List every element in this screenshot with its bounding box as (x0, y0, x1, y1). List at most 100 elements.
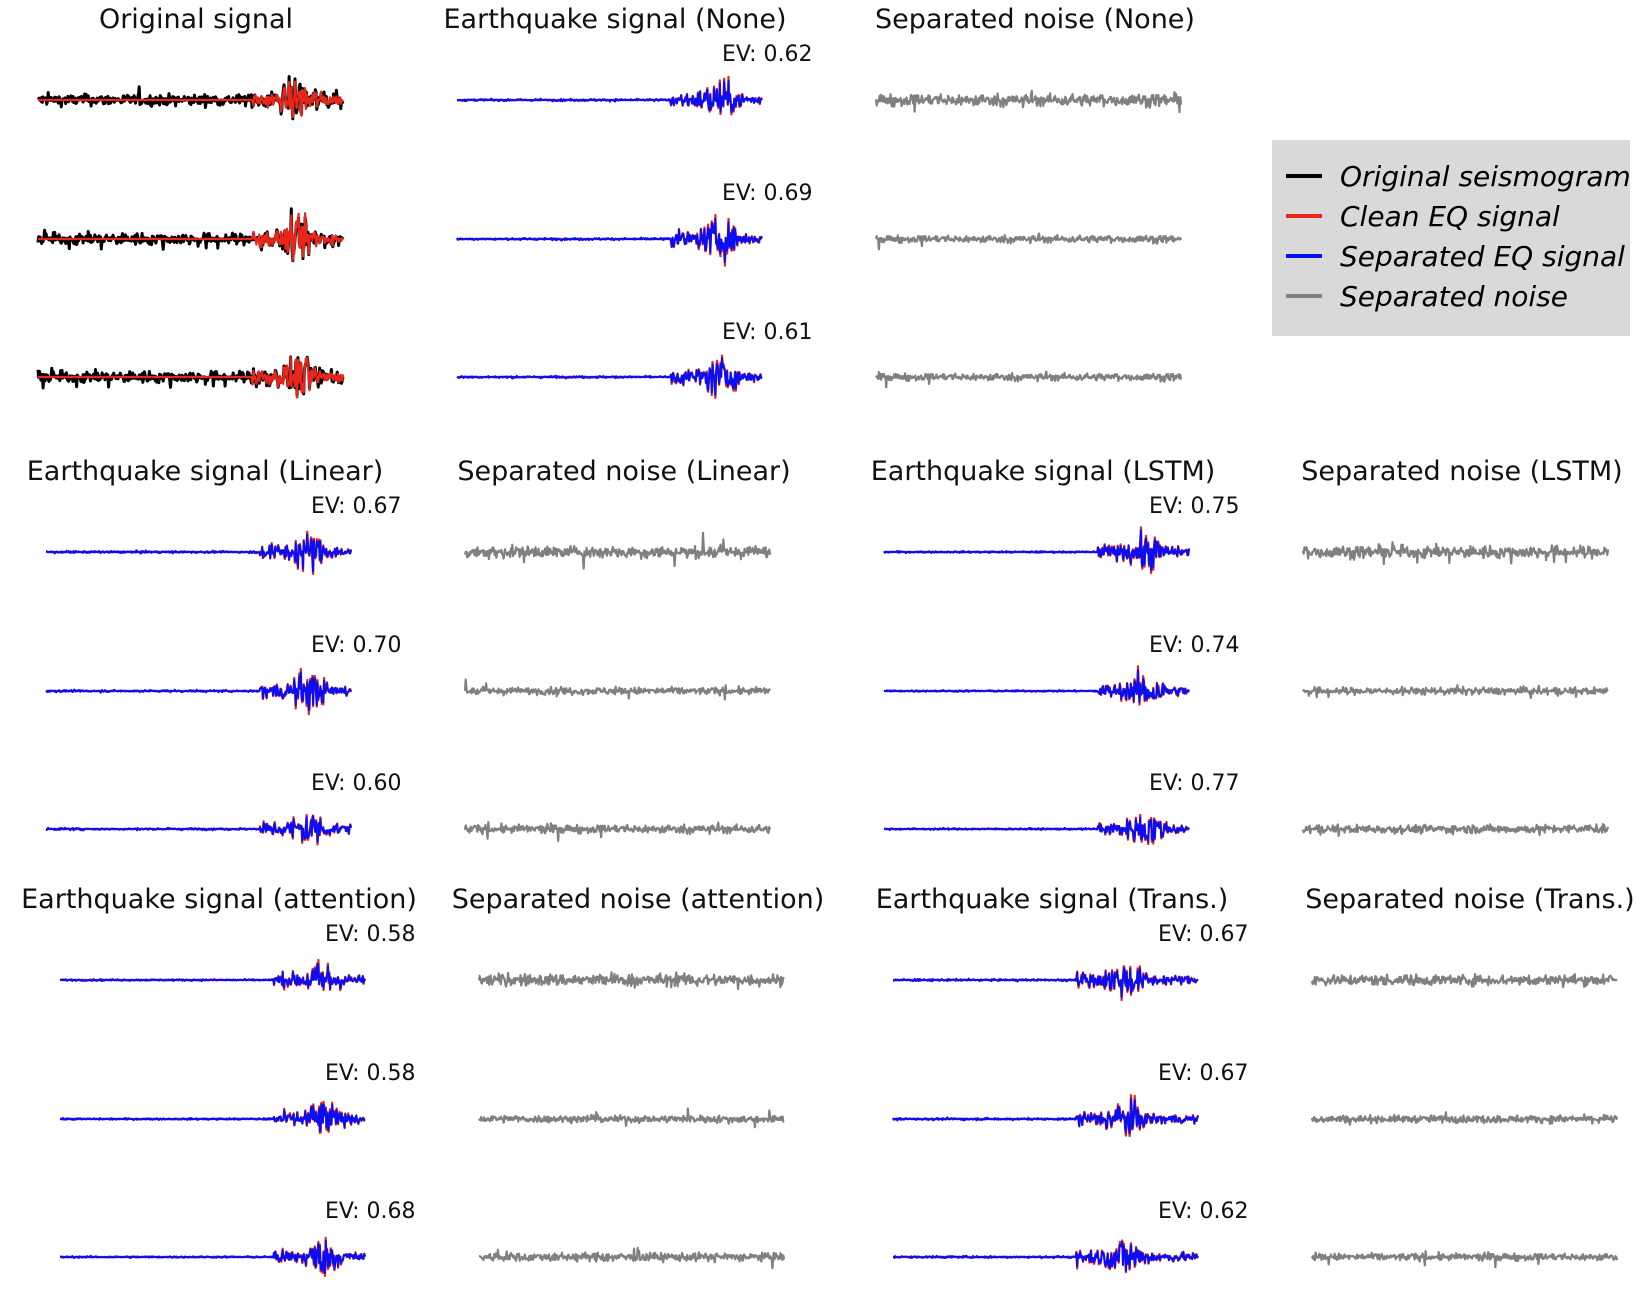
noise-trans-panel-2-noise-line (1310, 1111, 1619, 1126)
ev-label-attention-2: EV: 0.58 (325, 1061, 416, 1086)
original-panel-1-original-line (37, 75, 345, 121)
noise-none-panel-2-noise-line (874, 232, 1183, 251)
eq-none-panel-2 (456, 213, 763, 267)
ev-label-linear-3: EV: 0.60 (311, 771, 402, 796)
noise-none-panel-2 (874, 232, 1183, 251)
eq-lstm-panel-1-separated-line (883, 529, 1190, 571)
noise-attention-panel-3-noise-line (478, 1246, 786, 1270)
original-panel-3-clean-line (37, 355, 345, 399)
noise-attention-panel-2-noise-line (478, 1107, 785, 1129)
ev-label-attention-1: EV: 0.58 (325, 922, 416, 947)
noise-lstm-panel-1-noise-line (1301, 541, 1610, 566)
eq-lstm-panel-3-separated-line (883, 816, 1190, 843)
noise-none-panel-3 (875, 370, 1183, 389)
eq-none-panel-3 (456, 354, 763, 399)
eq-linear-panel-2-separated-line (45, 671, 352, 712)
legend-swatch-clean (1286, 214, 1322, 218)
noise-attention-panel-2 (478, 1107, 785, 1129)
eq-trans-panel-1-separated-line (892, 967, 1199, 998)
noise-trans-panel-3-noise-line (1310, 1250, 1619, 1269)
eq-attention-panel-2-separated-line (59, 1103, 366, 1133)
eq-attention-panel-1-separated-line (59, 962, 366, 990)
eq-lstm-panel-3 (883, 813, 1191, 846)
eq-linear-panel-3 (45, 813, 353, 846)
title-eq-trans: Earthquake signal (Trans.) (875, 884, 1229, 915)
noise-attention-panel-3 (478, 1246, 786, 1270)
legend-label-noise: Separated noise (1340, 279, 1568, 313)
eq-trans-panel-1 (892, 965, 1199, 1002)
legend-swatch-original (1286, 174, 1322, 178)
ev-label-trans-3: EV: 0.62 (1158, 1199, 1249, 1224)
ev-label-none-3: EV: 0.61 (722, 320, 813, 345)
original-panel-2-clean-line (37, 212, 344, 262)
ev-label-linear-2: EV: 0.70 (311, 633, 402, 658)
ev-label-none-1: EV: 0.62 (722, 42, 813, 67)
eq-trans-panel-2 (892, 1094, 1200, 1138)
ev-label-trans-1: EV: 0.67 (1158, 922, 1249, 947)
title-noise-none: Separated noise (None) (875, 4, 1195, 35)
eq-attention-panel-1 (59, 958, 367, 992)
noise-lstm-panel-3-noise-line (1301, 823, 1610, 837)
noise-linear-panel-1 (463, 531, 772, 570)
title-noise-linear: Separated noise (Linear) (457, 456, 791, 487)
original-panel-1-clean-line (37, 80, 344, 119)
legend-item-clean: Clean EQ signal (1286, 196, 1560, 236)
noise-lstm-panel-1 (1301, 541, 1610, 566)
legend-item-noise: Separated noise (1286, 276, 1568, 316)
ev-label-none-2: EV: 0.69 (722, 181, 813, 206)
eq-none-panel-2-separated-line (456, 217, 763, 263)
noise-linear-panel-2 (463, 678, 772, 701)
noise-trans-panel-1-noise-line (1310, 973, 1618, 989)
ev-label-trans-2: EV: 0.67 (1158, 1061, 1249, 1086)
title-original-signal: Original signal (98, 4, 294, 35)
original-panel-3 (36, 355, 345, 399)
eq-lstm-panel-2 (883, 665, 1191, 706)
eq-linear-panel-1-separated-line (45, 533, 352, 573)
legend-swatch-separated (1286, 254, 1322, 258)
title-noise-trans: Separated noise (Trans.) (1305, 884, 1635, 915)
eq-none-panel-1 (456, 75, 763, 116)
noise-none-panel-3-noise-line (875, 370, 1183, 389)
legend-item-separated: Separated EQ signal (1286, 236, 1625, 276)
noise-trans-panel-1 (1310, 973, 1618, 989)
eq-trans-panel-3 (892, 1239, 1199, 1274)
eq-linear-panel-3-separated-line (45, 815, 352, 843)
eq-lstm-panel-1 (883, 526, 1191, 575)
ev-label-lstm-1: EV: 0.75 (1149, 494, 1240, 519)
original-panel-2 (36, 207, 345, 263)
title-noise-lstm: Separated noise (LSTM) (1301, 456, 1623, 487)
eq-attention-panel-2 (59, 1100, 366, 1135)
ev-label-attention-3: EV: 0.68 (325, 1199, 416, 1224)
legend-label-clean: Clean EQ signal (1340, 199, 1560, 233)
eq-trans-panel-2-clean-line (892, 1094, 1200, 1138)
legend: Original seismogram Clean EQ signal Sepa… (1272, 140, 1631, 336)
eq-linear-panel-1 (45, 530, 353, 576)
noise-attention-panel-1 (477, 971, 785, 991)
noise-trans-panel-2 (1310, 1111, 1619, 1126)
legend-label-original: Original seismogram (1340, 159, 1631, 193)
original-panel-2-original-line (36, 207, 345, 263)
eq-trans-panel-3-separated-line (892, 1240, 1199, 1272)
noise-linear-panel-2-noise-line (463, 678, 772, 701)
noise-linear-panel-1-noise-line (463, 531, 772, 570)
eq-none-panel-3-separated-line (456, 357, 763, 396)
title-noise-attention: Separated noise (attention) (451, 884, 825, 915)
noise-linear-panel-3-noise-line (463, 821, 772, 843)
noise-none-panel-1-noise-line (874, 89, 1183, 114)
eq-none-panel-1-separated-line (456, 79, 763, 113)
title-eq-lstm: Earthquake signal (LSTM) (870, 456, 1216, 487)
original-panel-1 (37, 75, 345, 121)
eq-trans-panel-2-separated-line (892, 1097, 1199, 1135)
noise-attention-panel-1-noise-line (477, 971, 785, 991)
ev-label-linear-1: EV: 0.67 (311, 494, 402, 519)
legend-label-separated: Separated EQ signal (1340, 239, 1625, 273)
legend-swatch-noise (1286, 294, 1322, 298)
ev-label-lstm-2: EV: 0.74 (1149, 633, 1240, 658)
noise-none-panel-1 (874, 89, 1183, 114)
title-eq-attention: Earthquake signal (attention) (21, 884, 417, 915)
noise-lstm-panel-3 (1301, 823, 1610, 837)
title-eq-none: Earthquake signal (None) (443, 4, 787, 35)
eq-attention-panel-3 (59, 1236, 367, 1277)
eq-linear-panel-2 (45, 667, 353, 716)
